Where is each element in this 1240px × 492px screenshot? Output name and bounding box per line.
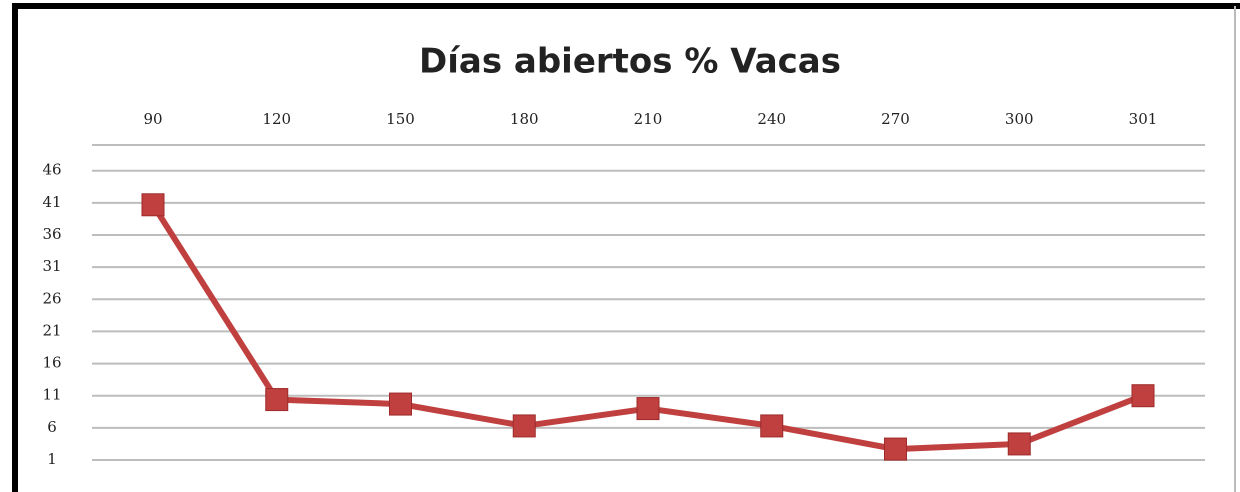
marker: [389, 392, 412, 416]
y-tick-label: 41: [42, 193, 61, 211]
y-tick-label: 46: [42, 161, 61, 179]
marker: [512, 414, 536, 438]
marker: [265, 388, 289, 412]
chart-title: Días abiertos % Vacas: [419, 42, 841, 82]
x-tick-label: 300: [1005, 110, 1034, 128]
y-tick-label: 36: [42, 225, 61, 243]
marker: [760, 414, 784, 438]
y-tick-label: 6: [47, 418, 57, 436]
y-tick-label: 16: [42, 354, 61, 372]
x-tick-label: 180: [510, 110, 539, 128]
marker: [636, 397, 660, 421]
x-tick-label: 150: [386, 110, 415, 128]
y-tick-label: 1: [47, 450, 57, 468]
x-tick-label: 210: [634, 110, 663, 128]
x-tick-label: 90: [143, 110, 162, 128]
y-tick-label: 11: [42, 386, 61, 404]
marker: [141, 193, 165, 217]
y-tick-label: 21: [42, 321, 61, 339]
x-tick-label: 301: [1129, 110, 1158, 128]
y-tick-label: 31: [42, 257, 61, 275]
marker: [1131, 384, 1155, 408]
x-tick-label: 240: [757, 110, 786, 128]
y-tick-label: 26: [42, 289, 61, 307]
marker: [884, 437, 907, 461]
x-tick-label: 120: [262, 110, 291, 128]
x-tick-label: 270: [881, 110, 910, 128]
marker: [1007, 432, 1031, 456]
